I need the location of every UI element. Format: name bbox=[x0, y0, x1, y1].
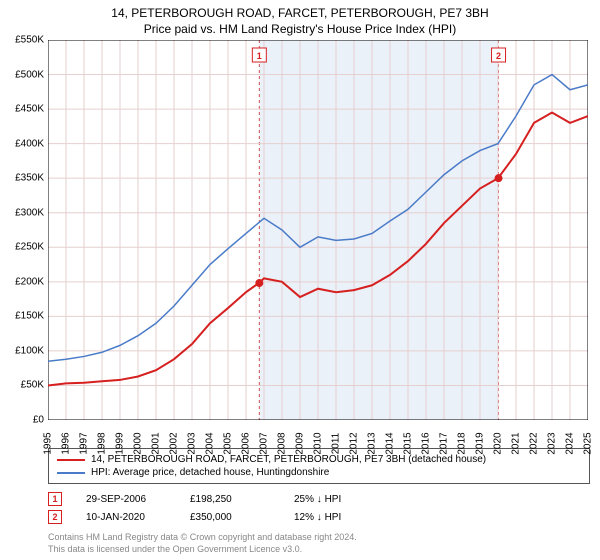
y-axis-tick-label: £250K bbox=[15, 242, 44, 253]
x-axis-tick-label: 2007 bbox=[259, 432, 270, 454]
y-axis-tick-label: £200K bbox=[15, 276, 44, 287]
transaction-delta: 12% ↓ HPI bbox=[294, 512, 374, 523]
license-text: Contains HM Land Registry data © Crown c… bbox=[48, 532, 590, 555]
x-axis-tick-label: 2002 bbox=[169, 432, 180, 454]
x-axis-tick-label: 2020 bbox=[493, 432, 504, 454]
legend-swatch bbox=[57, 459, 85, 461]
transaction-date: 10-JAN-2020 bbox=[86, 512, 166, 523]
transaction-row: 2 10-JAN-2020 £350,000 12% ↓ HPI bbox=[48, 508, 590, 526]
transaction-date: 29-SEP-2006 bbox=[86, 494, 166, 505]
y-axis-tick-label: £100K bbox=[15, 345, 44, 356]
x-axis-tick-label: 1996 bbox=[61, 432, 72, 454]
x-axis-tick-label: 2001 bbox=[151, 432, 162, 454]
transaction-delta: 25% ↓ HPI bbox=[294, 494, 374, 505]
x-axis-tick-label: 2011 bbox=[331, 433, 342, 455]
x-axis-tick-label: 1995 bbox=[43, 432, 54, 454]
title-block: 14, PETERBOROUGH ROAD, FARCET, PETERBORO… bbox=[0, 0, 600, 40]
chart-area: 12 £0£50K£100K£150K£200K£250K£300K£350K£… bbox=[48, 40, 588, 420]
legend-label: HPI: Average price, detached house, Hunt… bbox=[91, 467, 329, 478]
x-axis-tick-label: 2019 bbox=[475, 432, 486, 454]
svg-text:2: 2 bbox=[496, 51, 501, 61]
transaction-marker: 2 bbox=[48, 510, 62, 524]
chart-svg: 12 bbox=[48, 40, 588, 420]
y-axis-tick-label: £50K bbox=[21, 380, 44, 391]
license-line: Contains HM Land Registry data © Crown c… bbox=[48, 532, 590, 544]
y-axis-tick-label: £400K bbox=[15, 138, 44, 149]
x-axis-tick-label: 2021 bbox=[511, 432, 522, 454]
x-axis-tick-label: 2008 bbox=[277, 432, 288, 454]
x-axis-tick-label: 1998 bbox=[97, 432, 108, 454]
chart-container: 14, PETERBOROUGH ROAD, FARCET, PETERBORO… bbox=[0, 0, 600, 560]
x-axis-tick-label: 2017 bbox=[439, 432, 450, 454]
y-axis-tick-label: £300K bbox=[15, 207, 44, 218]
x-axis-tick-label: 1997 bbox=[79, 432, 90, 454]
x-axis-tick-label: 2000 bbox=[133, 432, 144, 454]
x-axis-tick-label: 2005 bbox=[223, 432, 234, 454]
x-axis-tick-label: 2018 bbox=[457, 432, 468, 454]
y-axis-tick-label: £0 bbox=[33, 415, 44, 426]
x-axis-tick-label: 2013 bbox=[367, 432, 378, 454]
transaction-marker: 1 bbox=[48, 492, 62, 506]
legend-row: 14, PETERBOROUGH ROAD, FARCET, PETERBORO… bbox=[57, 453, 581, 466]
title-address: 14, PETERBOROUGH ROAD, FARCET, PETERBORO… bbox=[10, 6, 590, 20]
x-axis-tick-label: 2022 bbox=[529, 432, 540, 454]
x-axis-tick-label: 2003 bbox=[187, 432, 198, 454]
x-axis-tick-label: 2023 bbox=[547, 432, 558, 454]
x-axis-tick-label: 2004 bbox=[205, 432, 216, 454]
y-axis-tick-label: £450K bbox=[15, 104, 44, 115]
x-axis-tick-label: 2010 bbox=[313, 432, 324, 454]
x-axis-tick-label: 2006 bbox=[241, 432, 252, 454]
transactions-table: 1 29-SEP-2006 £198,250 25% ↓ HPI 2 10-JA… bbox=[48, 490, 590, 526]
legend-row: HPI: Average price, detached house, Hunt… bbox=[57, 466, 581, 479]
transaction-row: 1 29-SEP-2006 £198,250 25% ↓ HPI bbox=[48, 490, 590, 508]
svg-text:1: 1 bbox=[257, 51, 262, 61]
x-axis-tick-label: 2012 bbox=[349, 432, 360, 454]
transaction-price: £198,250 bbox=[190, 494, 270, 505]
x-axis-tick-label: 2014 bbox=[385, 432, 396, 454]
x-axis-tick-label: 2025 bbox=[583, 432, 594, 454]
x-axis-tick-label: 2015 bbox=[403, 432, 414, 454]
transaction-price: £350,000 bbox=[190, 512, 270, 523]
legend-label: 14, PETERBOROUGH ROAD, FARCET, PETERBORO… bbox=[91, 454, 486, 465]
y-axis-tick-label: £150K bbox=[15, 311, 44, 322]
x-axis-tick-label: 2024 bbox=[565, 432, 576, 454]
title-subtitle: Price paid vs. HM Land Registry's House … bbox=[10, 22, 590, 36]
y-axis-tick-label: £500K bbox=[15, 69, 44, 80]
legend-swatch bbox=[57, 472, 85, 474]
y-axis-tick-label: £350K bbox=[15, 173, 44, 184]
license-line: This data is licensed under the Open Gov… bbox=[48, 544, 590, 556]
y-axis-tick-label: £550K bbox=[15, 35, 44, 46]
x-axis-tick-label: 2016 bbox=[421, 432, 432, 454]
x-axis-tick-label: 2009 bbox=[295, 432, 306, 454]
x-axis-tick-label: 1999 bbox=[115, 432, 126, 454]
